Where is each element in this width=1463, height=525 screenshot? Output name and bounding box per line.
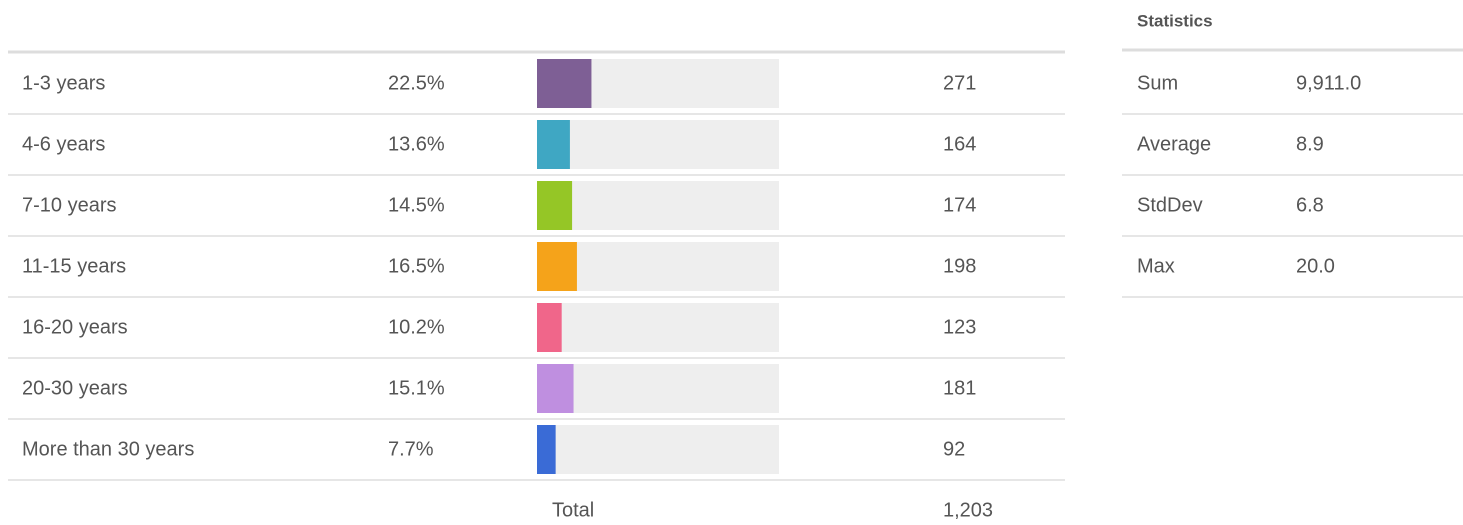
bar-track — [537, 242, 779, 291]
bar — [537, 120, 570, 169]
bar — [537, 303, 562, 352]
bar-track — [537, 425, 779, 474]
bar-track — [537, 364, 779, 413]
stat-value: 9,911.0 — [1296, 72, 1361, 94]
row-count: 198 — [943, 255, 976, 277]
row-label: 11-15 years — [22, 255, 126, 277]
bar — [537, 242, 577, 291]
row-label: 20-30 years — [22, 377, 128, 399]
stat-label: StdDev — [1137, 194, 1203, 216]
row-percent: 7.7% — [388, 438, 434, 460]
stat-label: Max — [1137, 255, 1175, 277]
row-count: 181 — [943, 377, 976, 399]
row-percent: 16.5% — [388, 255, 445, 277]
row-count: 123 — [943, 316, 976, 338]
row-label: 7-10 years — [22, 194, 117, 216]
stats-title: Statistics — [1137, 11, 1213, 30]
total-label: Total — [552, 499, 594, 521]
row-count: 92 — [943, 438, 965, 460]
row-percent: 15.1% — [388, 377, 445, 399]
row-label: 1-3 years — [22, 72, 105, 94]
total-value: 1,203 — [943, 499, 993, 521]
bar-track — [537, 181, 779, 230]
row-label: 4-6 years — [22, 133, 105, 155]
stat-value: 6.8 — [1296, 194, 1324, 216]
bar — [537, 59, 592, 108]
row-count: 174 — [943, 194, 976, 216]
row-percent: 13.6% — [388, 133, 445, 155]
bar — [537, 364, 574, 413]
stat-label: Sum — [1137, 72, 1178, 94]
row-label: More than 30 years — [22, 438, 194, 460]
row-percent: 14.5% — [388, 194, 445, 216]
bar-track — [537, 120, 779, 169]
row-percent: 10.2% — [388, 316, 445, 338]
stat-value: 20.0 — [1296, 255, 1335, 277]
row-count: 271 — [943, 72, 976, 94]
bar — [537, 181, 573, 230]
row-percent: 22.5% — [388, 72, 445, 94]
stat-label: Average — [1137, 133, 1211, 155]
row-count: 164 — [943, 133, 976, 155]
row-label: 16-20 years — [22, 316, 128, 338]
bar-track — [537, 303, 779, 352]
bar — [537, 425, 556, 474]
stat-value: 8.9 — [1296, 133, 1324, 155]
